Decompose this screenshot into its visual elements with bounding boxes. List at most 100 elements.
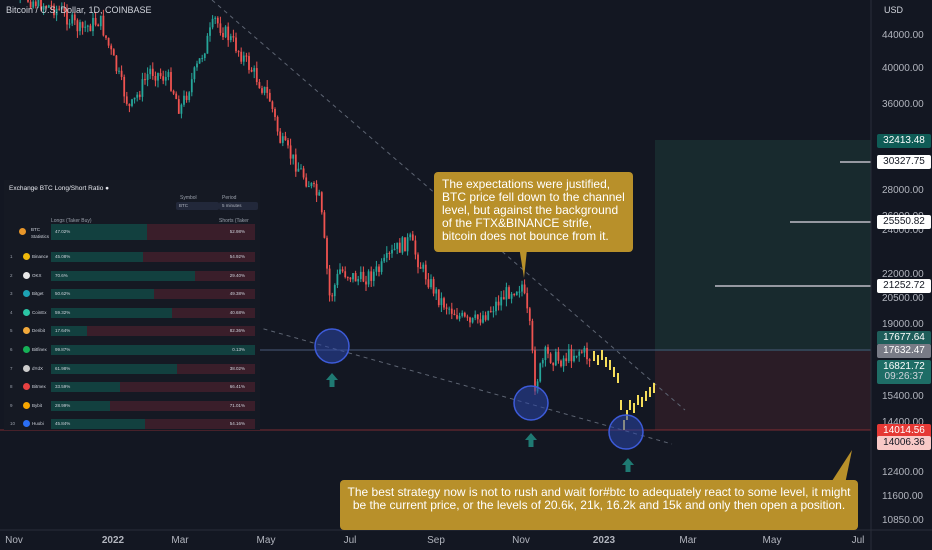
highlight-candle [649, 387, 651, 397]
candle-body [435, 289, 438, 294]
exchange-name: Huobi [32, 421, 44, 427]
highlight-candle [613, 367, 615, 377]
candle-body [68, 23, 71, 25]
candle-body [583, 347, 586, 353]
period-select[interactable]: 5 minutes [219, 202, 258, 210]
price-axis-label: 12400.00 [882, 467, 924, 478]
candle-body [471, 317, 474, 323]
period-label: Period [222, 195, 237, 201]
candle-body [159, 73, 162, 77]
exchange-row: 5 Deribit 17.64% 82.36% [7, 326, 257, 337]
ratio-bar [51, 307, 255, 318]
candle-body [515, 291, 518, 295]
candle-body [575, 355, 578, 357]
candle-body [469, 317, 471, 323]
candle-body [365, 281, 367, 285]
row-rank: 10 [10, 421, 16, 427]
price-tag: 25550.82 [877, 215, 931, 229]
long-value: 17.64% [55, 328, 71, 334]
exchange-row: 3 Bitget 50.62% 49.38% [7, 289, 257, 300]
panel-title: Exchange BTC Long/Short Ratio ● [9, 185, 110, 192]
candle-body [440, 298, 443, 306]
short-value: 66.41% [229, 384, 245, 390]
short-value: 29.40% [229, 272, 245, 278]
candle-body [175, 93, 178, 100]
time-axis-label: 2023 [593, 535, 616, 546]
highlight-candle [653, 383, 655, 393]
candle-body [47, 5, 50, 8]
long-short-ratio-panel: Exchange BTC Long/Short Ratio ● Symbol B… [4, 180, 260, 430]
ratio-bar [51, 382, 255, 393]
exchange-row: 9 Bybit 28.99% 71.01% [7, 400, 257, 411]
candle-body [357, 279, 360, 282]
candle-body [508, 287, 510, 299]
candle-body [190, 79, 193, 93]
candle-body [292, 154, 295, 159]
candle-body [112, 49, 115, 56]
candle-body [505, 287, 508, 300]
up-arrow-icon [622, 458, 634, 472]
candle-body [172, 90, 175, 94]
candle-body [180, 104, 183, 114]
short-value: 54.92% [229, 254, 245, 259]
candle-body [123, 76, 126, 97]
row-rank: 4 [10, 309, 13, 315]
candle-body [118, 70, 120, 72]
candle-body [443, 298, 445, 308]
candle-body [344, 271, 347, 278]
short-value: 38.02% [229, 365, 245, 371]
price-tag: 17677.64 [877, 331, 931, 345]
candle-body [398, 242, 401, 253]
candle-body [375, 266, 378, 272]
candle-body [349, 277, 352, 280]
candle-body [258, 82, 261, 89]
candle-body [131, 99, 133, 106]
currency-label: USD [884, 5, 904, 15]
time-axis[interactable]: Nov 2022 Mar May Jul Sep Nov 2023 Mar May Jul [5, 535, 864, 546]
candle-body [141, 79, 144, 97]
price-tag: 17632.47 [877, 344, 931, 358]
candle-body [528, 308, 531, 321]
candle-body [263, 86, 266, 93]
price-axis-label: 28000.00 [882, 185, 924, 196]
candle-body [482, 315, 484, 323]
long-value: 99.87% [55, 347, 71, 352]
ratio-bar [51, 252, 255, 262]
candle-body [281, 136, 284, 143]
candle-body [401, 237, 404, 253]
highlight-candle [609, 360, 611, 370]
short-value: 40.68% [229, 309, 245, 315]
candle-body [393, 248, 396, 250]
candle-body [479, 319, 482, 323]
candle-body [588, 359, 591, 362]
candle-body [94, 17, 97, 25]
candle-body [53, 5, 55, 16]
time-axis-label: May [763, 535, 782, 546]
candle-body [359, 271, 362, 280]
time-axis-label: 2022 [102, 535, 125, 546]
exchange-name: CoinEx [32, 309, 47, 315]
exchange-row: 4 CoinEx 59.32% 40.68% [7, 307, 257, 318]
candle-body [120, 70, 123, 77]
candle-body [372, 271, 375, 281]
candle-body [115, 55, 118, 72]
candle-body [40, 0, 42, 10]
candle-body [346, 277, 349, 279]
time-axis-label: Jul [852, 535, 865, 546]
price-axis-label: 15400.00 [882, 391, 924, 402]
candle-body [380, 261, 383, 272]
symbol-label: Symbol [180, 195, 197, 201]
symbol-select[interactable]: BTC [176, 202, 219, 210]
candle-body [214, 17, 217, 19]
exchange-logo-icon [23, 290, 30, 298]
exchange-logo-icon [23, 420, 30, 428]
longs-header: Longs (Taker Buy) [51, 218, 92, 224]
candle-body [55, 8, 58, 16]
candle-body [37, 0, 40, 7]
candle-body [110, 45, 113, 50]
price-axis-label: 10850.00 [882, 515, 924, 526]
candle-body [409, 234, 412, 238]
candle-body [404, 237, 406, 252]
exchange-name: Bitget [32, 291, 44, 297]
candle-body [437, 289, 440, 306]
